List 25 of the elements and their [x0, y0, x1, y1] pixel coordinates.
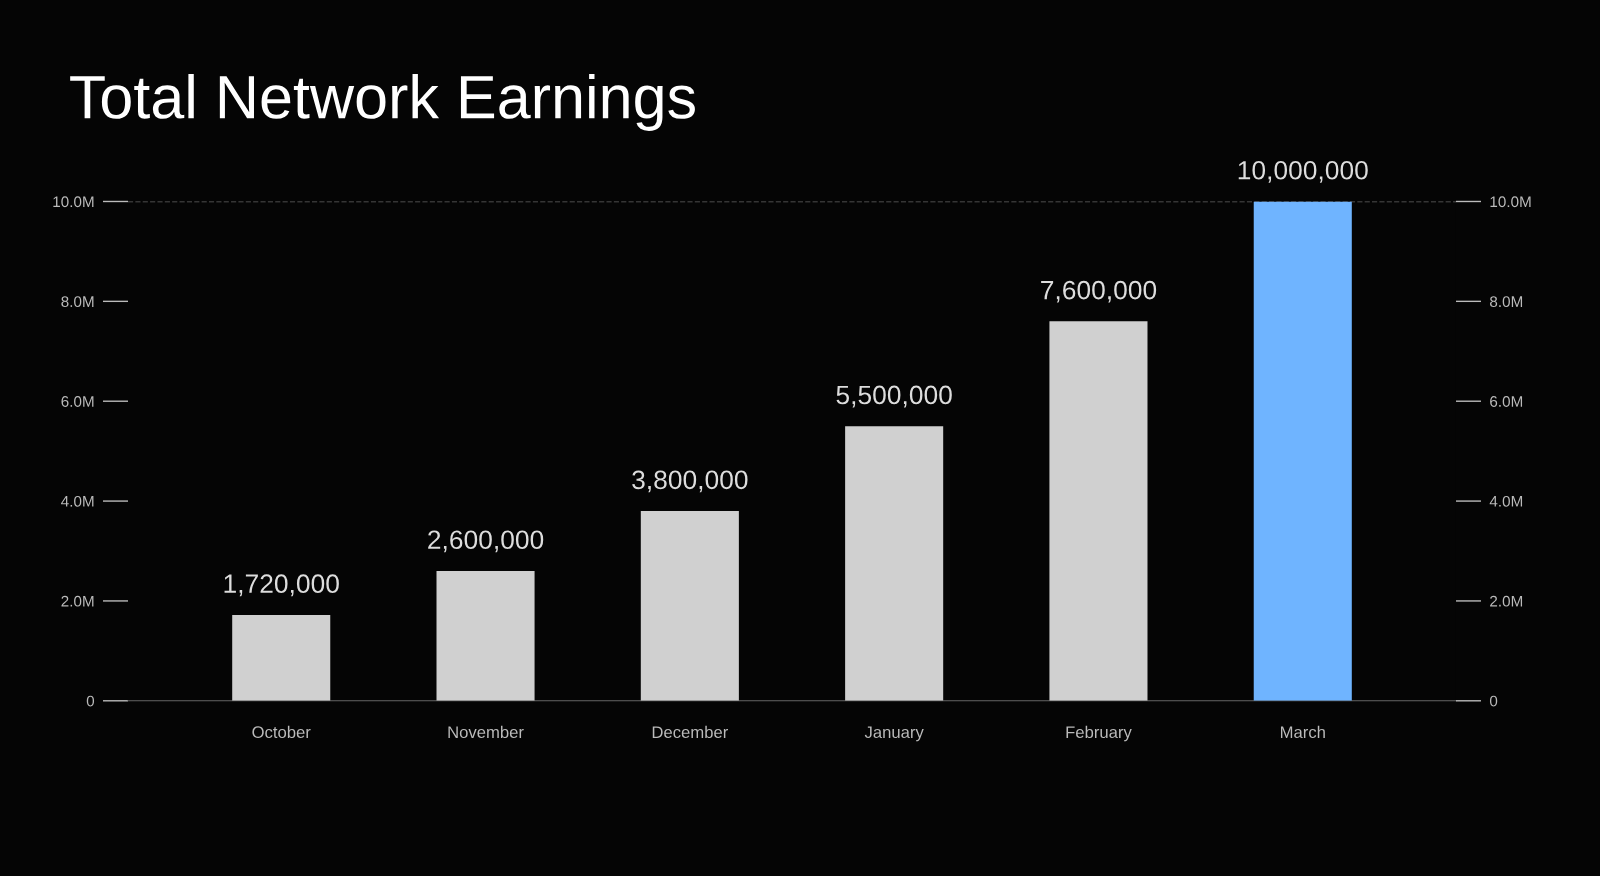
x-tick-label: November [448, 725, 524, 739]
y2-tick-label: 6.0M [1490, 396, 1523, 407]
x-tick-label: February [1066, 725, 1132, 742]
data-label: 5,500,000 [836, 385, 952, 408]
y2-tick-label: 10.0M [1490, 196, 1531, 208]
x-tick-label: December [652, 725, 729, 739]
y2-tick-label: 2.0M [1490, 595, 1523, 607]
data-label: 2,600,000 [428, 530, 544, 553]
x-tick-label: January [864, 726, 924, 742]
y-tick-label: 10.0M [53, 196, 94, 208]
chart-title: Total Network Earnings [70, 73, 695, 131]
y-tick-label: 8.0M [61, 296, 94, 308]
y2-tick-label: 0 [1489, 695, 1498, 707]
y2-tick-label: 4.0M [1489, 495, 1523, 507]
data-label: 10,000,000 [1238, 160, 1368, 183]
data-label: 7,600,000 [1041, 280, 1157, 303]
y2-tick-label: 8.0M [1490, 296, 1523, 308]
y-tick-label: 2.0M [61, 595, 94, 607]
x-tick-label: March [1280, 725, 1325, 739]
y-tick-label: 4.0M [61, 495, 94, 507]
y-tick-label: 6.0M [61, 396, 94, 407]
x-tick-label: October [252, 725, 311, 739]
data-label: 1,720,000 [224, 574, 339, 597]
data-label: 3,800,000 [632, 470, 748, 493]
y-tick-label: 0 [86, 695, 95, 707]
